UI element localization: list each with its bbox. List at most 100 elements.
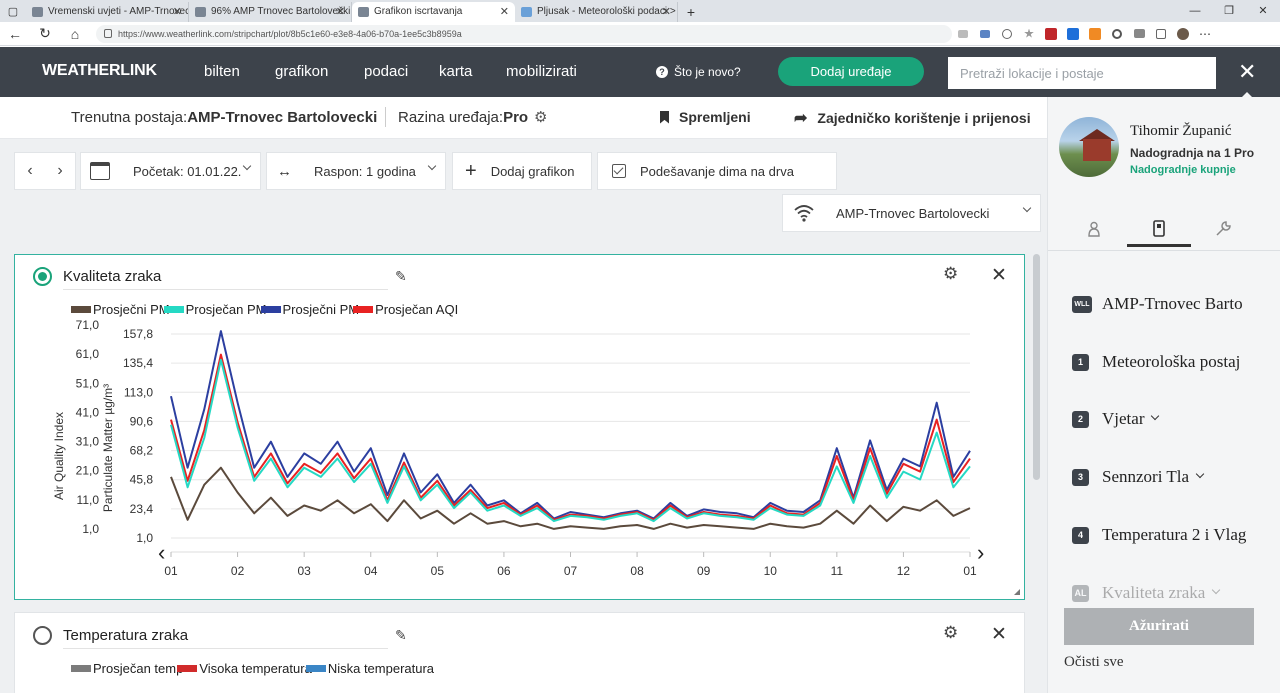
restore-icon[interactable]: ❐: [1224, 5, 1234, 17]
series-line[interactable]: [170, 466, 971, 530]
home-icon[interactable]: ⌂: [70, 25, 80, 42]
translate-icon[interactable]: [974, 29, 996, 38]
chart-scroll-right-icon[interactable]: ›: [977, 540, 984, 565]
start-date-select[interactable]: Početak: 01.01.22.: [80, 152, 261, 190]
profile-avatar-icon[interactable]: [1172, 27, 1194, 40]
nav-bilten[interactable]: bilten: [204, 63, 240, 80]
scrollbar-thumb[interactable]: [1033, 254, 1040, 480]
sensor-item-air-quality[interactable]: AL Kvaliteta zraka: [1072, 583, 1221, 603]
chart-scroll-left-icon[interactable]: ‹: [158, 540, 165, 565]
edit-pencil-icon[interactable]: ✎: [395, 627, 407, 643]
legend-label: Niska temperatura: [327, 661, 435, 676]
sensor-item-temp-humidity[interactable]: 4 Temperatura 2 i Vlag: [1072, 525, 1246, 545]
extension-red-icon[interactable]: [1040, 27, 1062, 40]
upgrades-link[interactable]: Nadogradnje kupnje: [1130, 164, 1236, 176]
browser-tab-3[interactable]: Grafikon iscrtavanja ✕: [352, 2, 515, 22]
legend-item[interactable]: Visoka temperatura: [177, 661, 312, 676]
legend-item[interactable]: Prosječan temp: [71, 661, 183, 676]
clear-all-link[interactable]: Očisti sve: [1064, 654, 1124, 670]
zoom-icon[interactable]: [996, 28, 1018, 39]
favorites-icon[interactable]: [1128, 29, 1150, 38]
sensor-item-weather-station[interactable]: 1 Meteorološka postaj: [1072, 352, 1240, 372]
sensor-item-soil[interactable]: 3 Sennzori Tla: [1072, 467, 1205, 487]
chart-select-radio[interactable]: [33, 626, 52, 645]
air-quality-chart[interactable]: 157,8 71,0 135,4 61,0 113,0 51,0 90,6 41,0 68,2 3…: [15, 311, 1020, 601]
station-select[interactable]: AMP-Trnovec Bartolovecki: [782, 194, 1041, 232]
minimize-icon[interactable]: —: [1189, 5, 1201, 17]
nav-podaci[interactable]: podaci: [364, 63, 409, 80]
x-tick-label: 11: [831, 564, 844, 578]
nav-karta[interactable]: karta: [439, 63, 473, 80]
tab-devices[interactable]: [1127, 215, 1191, 247]
series-line[interactable]: [170, 358, 971, 523]
extension-gear-icon[interactable]: [1106, 28, 1128, 39]
favorite-star-icon[interactable]: [1018, 28, 1040, 39]
chart-title[interactable]: Temperatura zraka: [63, 627, 388, 649]
series-line[interactable]: [170, 353, 971, 521]
station-settings-icon[interactable]: ⚙: [534, 109, 548, 126]
browser-tab-1[interactable]: Vremenski uvjeti - AMP-Trnovec ✕: [26, 2, 189, 22]
browser-tab-2[interactable]: 96% AMP Trnovec Bartolovečki ✕: [189, 2, 352, 22]
prev-period-icon[interactable]: ‹: [27, 162, 33, 179]
tab-close-icon[interactable]: ✕: [661, 6, 671, 18]
legend-item[interactable]: Prosječan PM: [163, 302, 267, 317]
url-field[interactable]: https://www.weatherlink.com/stripchart/p…: [96, 24, 952, 43]
update-button[interactable]: Ažurirati: [1064, 608, 1254, 645]
legend-item[interactable]: Prosječni PM: [260, 302, 359, 317]
chart-settings-icon[interactable]: ⚙: [943, 623, 959, 642]
tab-tools[interactable]: [1191, 215, 1255, 247]
series-line[interactable]: [170, 330, 971, 520]
tab-close-icon[interactable]: ✕: [172, 6, 182, 18]
weatherlink-logo[interactable]: WEATHERLINK: [42, 62, 157, 79]
window-close-icon[interactable]: ✕: [1258, 5, 1268, 17]
nav-mobilizirati[interactable]: mobilizirati: [506, 63, 577, 80]
window-menu-icon[interactable]: ▢: [7, 5, 19, 18]
saved-button[interactable]: Spremljeni: [660, 109, 751, 125]
sensor-item-wll[interactable]: WLL AMP-Trnovec Barto: [1072, 294, 1243, 314]
legend-item[interactable]: Prosječan AQI: [353, 302, 458, 317]
aqi-tick-label: 71,0: [76, 318, 100, 332]
device-level: Razina uređaja:Pro: [398, 109, 528, 126]
collections-icon[interactable]: [1150, 28, 1172, 39]
legend-item[interactable]: Prosječni PM: [71, 302, 170, 317]
tabs-divider: [1048, 250, 1280, 251]
share-button[interactable]: ➦ Zajedničko korištenje i prijenosi: [794, 108, 1031, 128]
add-chart-button[interactable]: + Dodaj grafikon: [452, 152, 592, 190]
read-aloud-icon[interactable]: [952, 29, 974, 38]
browser-tab-4[interactable]: Pljusak - Meteorološki podaci > ✕: [515, 2, 678, 22]
whats-new-link[interactable]: ? Što je novo?: [656, 65, 741, 79]
edit-pencil-icon[interactable]: ✎: [395, 268, 407, 284]
new-tab-button[interactable]: +: [686, 4, 696, 20]
woodsmoke-toggle[interactable]: Podešavanje dima na drva: [597, 152, 837, 190]
next-period-icon[interactable]: ›: [57, 162, 63, 179]
chart-select-radio[interactable]: [33, 267, 52, 286]
tab-user[interactable]: [1062, 215, 1126, 247]
tab-close-icon[interactable]: ✕: [499, 6, 509, 18]
back-icon[interactable]: ←: [8, 25, 22, 42]
resize-handle[interactable]: [1014, 589, 1020, 595]
chart-settings-icon[interactable]: ⚙: [943, 264, 959, 283]
nav-grafikon[interactable]: grafikon: [275, 63, 329, 80]
extension-orange-icon[interactable]: [1084, 27, 1106, 40]
tab-close-icon[interactable]: ✕: [335, 6, 345, 18]
add-devices-button[interactable]: Dodaj uređaje: [778, 57, 924, 86]
tab-title: Vremenski uvjeti - AMP-Trnovec: [48, 6, 189, 17]
legend-item[interactable]: Niska temperatura: [305, 661, 435, 676]
user-avatar[interactable]: [1059, 117, 1119, 177]
chart-title[interactable]: Kvaliteta zraka: [63, 268, 388, 290]
chart-close-icon[interactable]: ✕: [991, 624, 1007, 645]
extension-f-icon[interactable]: [1062, 27, 1084, 40]
chevron-down-icon: [427, 161, 437, 171]
chart-close-icon[interactable]: ✕: [991, 265, 1007, 286]
vertical-scrollbar[interactable]: [1030, 250, 1042, 693]
add-chart-label: Dodaj grafikon: [490, 163, 575, 179]
divider: [385, 107, 386, 127]
sensor-item-wind[interactable]: 2 Vjetar: [1072, 409, 1160, 429]
search-input[interactable]: [948, 57, 1216, 89]
more-menu-icon[interactable]: ⋯: [1199, 26, 1211, 41]
range-select[interactable]: ↔ Raspon: 1 godina: [266, 152, 446, 190]
header-close-icon[interactable]: ✕: [1238, 59, 1257, 84]
tab-title: Grafikon iscrtavanja: [374, 6, 463, 17]
x-tick-label: 08: [630, 564, 644, 578]
reload-icon[interactable]: ↻: [39, 25, 51, 41]
